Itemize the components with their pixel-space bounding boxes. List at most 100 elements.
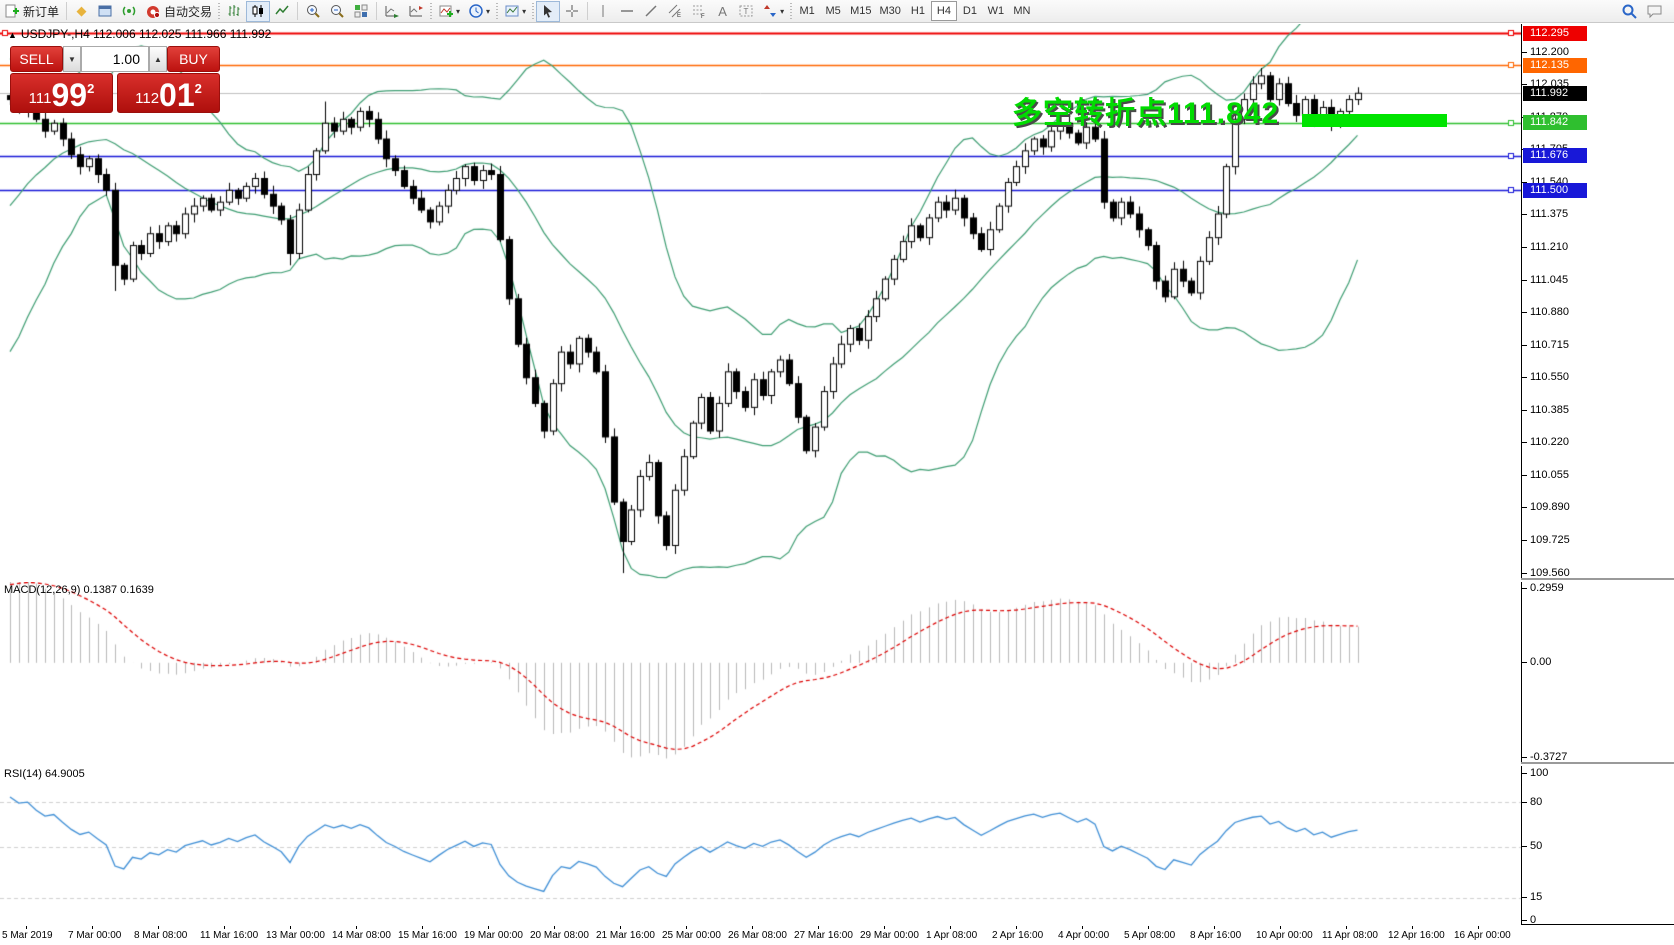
date-label: 20 Mar 08:00	[530, 930, 589, 941]
date-tick	[818, 926, 819, 929]
price-tick: 110.715	[1522, 339, 1569, 352]
signals-button[interactable]	[117, 1, 141, 22]
date-tick	[488, 926, 489, 929]
chart-shift-icon	[408, 3, 424, 19]
zoom-in-icon	[305, 3, 321, 19]
timeframe-m15-button[interactable]: M15	[846, 1, 875, 21]
zoom-out-button[interactable]	[325, 1, 349, 22]
cursor-button[interactable]	[536, 1, 560, 22]
styler-button[interactable]: ◆	[70, 1, 93, 22]
arrows-button[interactable]: ▾	[758, 1, 788, 22]
horizontal-line-button[interactable]	[615, 1, 639, 22]
vertical-line-button[interactable]	[591, 1, 615, 22]
crosshair-button[interactable]	[560, 1, 584, 22]
buy-price-button[interactable]: 112012	[117, 73, 220, 113]
price-scale[interactable]: 112.200112.035111.870111.705111.540111.3…	[1521, 24, 1674, 578]
price-tick: 110.550	[1522, 371, 1569, 384]
chat-button[interactable]	[1642, 1, 1668, 22]
price-tag: 111.676	[1523, 148, 1587, 163]
timeframe-mn-button[interactable]: MN	[1009, 1, 1035, 21]
search-icon	[1621, 3, 1638, 20]
buy-button[interactable]: BUY	[167, 46, 220, 72]
volume-input[interactable]	[81, 46, 149, 72]
main-chart-panel: ▲USDJPY-,H4 112.006 112.025 111.966 111.…	[0, 24, 1674, 580]
highlight-rectangle[interactable]	[1302, 114, 1447, 127]
macd-panel: MACD(12,26,9) 0.1387 0.1639 0.29590.00-0…	[0, 582, 1674, 764]
chat-icon	[1646, 3, 1664, 19]
bar-chart-icon	[226, 3, 242, 19]
timeframe-m1-button[interactable]: M1	[794, 1, 820, 21]
chart-shift-button[interactable]	[404, 1, 428, 22]
date-label: 8 Mar 08:00	[134, 930, 187, 941]
new-order-label: 新订单	[23, 3, 59, 20]
bar-chart-button[interactable]	[222, 1, 246, 22]
timeframe-h4-button[interactable]: H4	[931, 1, 957, 21]
price-tick: 109.560	[1522, 567, 1570, 580]
timeframe-m5-button[interactable]: M5	[820, 1, 846, 21]
periods-button[interactable]: ▾	[464, 1, 494, 22]
search-button[interactable]	[1617, 1, 1642, 22]
main-chart-canvas[interactable]	[0, 24, 1521, 580]
fibonacci-button[interactable]: F	[687, 1, 711, 22]
date-label: 2 Apr 16:00	[992, 930, 1043, 941]
new-order-button[interactable]: 新订单	[0, 1, 63, 22]
templates-button[interactable]: ▾	[500, 1, 530, 22]
auto-trading-icon	[145, 3, 161, 19]
date-tick	[290, 926, 291, 929]
timeframe-m30-button[interactable]: M30	[876, 1, 905, 21]
price-tag: 111.842	[1523, 115, 1587, 130]
auto-scroll-icon	[384, 3, 400, 19]
auto-trading-button[interactable]: 自动交易	[141, 1, 216, 22]
date-label: 13 Mar 00:00	[266, 930, 325, 941]
date-tick	[1412, 926, 1413, 929]
trade-panel-toggle-icon[interactable]: ▲	[8, 30, 17, 40]
trendline-button[interactable]	[639, 1, 663, 22]
date-label: 10 Apr 00:00	[1256, 930, 1313, 941]
macd-scale[interactable]: 0.29590.00-0.3727	[1521, 582, 1674, 762]
date-label: 27 Mar 16:00	[794, 930, 853, 941]
zoom-in-button[interactable]	[301, 1, 325, 22]
macd-header: MACD(12,26,9) 0.1387 0.1639	[4, 584, 154, 596]
date-label: 11 Apr 08:00	[1322, 930, 1378, 941]
price-tag: 112.135	[1523, 58, 1587, 73]
tile-windows-button[interactable]	[349, 1, 373, 22]
date-label: 19 Mar 00:00	[464, 930, 523, 941]
date-tick	[950, 926, 951, 929]
timeframe-toolbar: M1M5M15M30H1H4D1W1MN	[794, 1, 1035, 21]
turning-point-annotation[interactable]: 多空转折点111.842	[1012, 88, 1279, 132]
svg-text:F: F	[701, 14, 705, 19]
text-button[interactable]: A	[711, 1, 734, 22]
date-tick	[26, 926, 27, 929]
add-indicator-button[interactable]: ▾	[434, 1, 464, 22]
one-click-trade-panel: SELL ▼ ▲ BUY 111992 112012	[10, 46, 220, 113]
date-tick	[620, 926, 621, 929]
date-axis[interactable]: 5 Mar 20197 Mar 00:008 Mar 08:0011 Mar 1…	[0, 926, 1674, 945]
templates-caret-icon: ▾	[522, 7, 526, 16]
rsi-canvas[interactable]	[0, 766, 1521, 925]
macd-tick: -0.3727	[1522, 751, 1567, 764]
periods-caret-icon: ▾	[486, 7, 490, 16]
price-tick: 110.055	[1522, 469, 1569, 482]
volume-decrease-button[interactable]: ▼	[63, 46, 81, 72]
macd-tick: 0.00	[1522, 656, 1551, 669]
main-toolbar: 新订单 ◆ 自动交易 ▾ ▾	[0, 0, 1674, 23]
timeframe-d1-button[interactable]: D1	[957, 1, 983, 21]
date-tick	[752, 926, 753, 929]
profiles-button[interactable]	[93, 1, 117, 22]
rsi-scale[interactable]: 1008050150	[1521, 766, 1674, 924]
crosshair-icon	[564, 3, 580, 19]
text-label-button[interactable]: T	[734, 1, 758, 22]
volume-increase-button[interactable]: ▲	[149, 46, 167, 72]
equidistant-channel-button[interactable]: E	[663, 1, 687, 22]
auto-scroll-button[interactable]	[380, 1, 404, 22]
sell-price-button[interactable]: 111992	[10, 73, 113, 113]
timeframe-w1-button[interactable]: W1	[983, 1, 1009, 21]
buy-price-point: 2	[195, 81, 202, 96]
sell-button[interactable]: SELL	[10, 46, 63, 72]
timeframe-h1-button[interactable]: H1	[905, 1, 931, 21]
line-chart-button[interactable]	[270, 1, 294, 22]
date-label: 8 Apr 16:00	[1190, 930, 1241, 941]
candle-chart-button[interactable]	[246, 1, 270, 22]
macd-canvas[interactable]	[0, 582, 1521, 764]
text-label-icon: T	[738, 3, 754, 19]
